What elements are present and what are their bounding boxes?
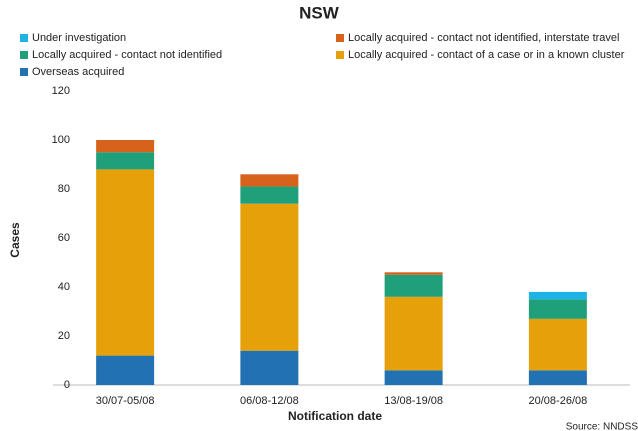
bar-segment <box>96 355 155 385</box>
bar-segment <box>240 350 299 385</box>
legend-swatch <box>20 51 28 59</box>
legend-swatch <box>20 68 28 76</box>
y-tick-label: 80 <box>58 183 70 195</box>
bar-segment <box>528 318 587 371</box>
bar-segment <box>384 274 443 297</box>
bar-segment <box>384 272 443 275</box>
bar-segment <box>384 296 443 371</box>
x-tick-label: 20/08-26/08 <box>529 395 588 407</box>
bar-segment <box>528 370 587 385</box>
x-tick-label: 06/08-12/08 <box>240 395 299 407</box>
legend-label: Locally acquired - contact not identifie… <box>348 32 619 44</box>
legend-swatch <box>336 34 344 42</box>
legend-label: Locally acquired - contact of a case or … <box>348 49 625 61</box>
bar-segment <box>96 140 155 153</box>
y-tick-label: 120 <box>52 85 70 97</box>
legend-swatch <box>20 34 28 42</box>
y-tick-label: 100 <box>52 134 70 146</box>
bar-segment <box>384 370 443 385</box>
chart-title: NSW <box>299 3 340 22</box>
legend-swatch <box>336 51 344 59</box>
bar-segment <box>240 186 299 204</box>
x-tick-label: 30/07-05/08 <box>96 395 155 407</box>
bar-segment <box>528 299 587 319</box>
bar-segment <box>240 174 299 187</box>
y-tick-label: 20 <box>58 330 70 342</box>
y-tick-label: 60 <box>58 232 70 244</box>
legend-label: Under investigation <box>32 32 126 44</box>
bar-segment <box>240 203 299 351</box>
legend-label: Overseas acquired <box>32 66 124 78</box>
x-axis-title: Notification date <box>288 409 382 423</box>
y-tick-label: 0 <box>64 379 70 391</box>
legend-label: Locally acquired - contact not identifie… <box>32 49 222 61</box>
x-tick-label: 13/08-19/08 <box>384 395 443 407</box>
y-axis-title: Cases <box>8 222 22 258</box>
bar-segment <box>96 169 155 356</box>
bar-segment <box>96 152 155 170</box>
y-tick-label: 40 <box>58 281 70 293</box>
source-note: Source: NNDSS <box>566 422 638 431</box>
bar-segment <box>528 291 587 300</box>
